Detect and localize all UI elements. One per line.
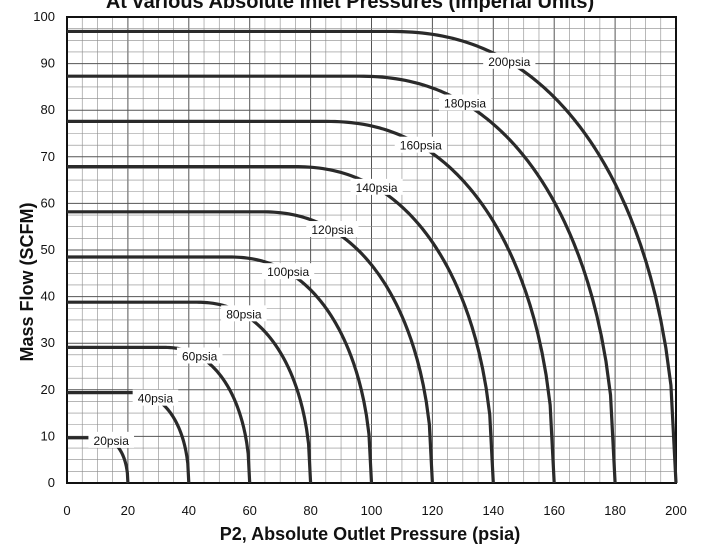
- curves: [65, 29, 678, 484]
- y-tick-label: 90: [41, 56, 55, 71]
- curve-label-bg: [483, 52, 536, 69]
- y-tick-label: 10: [41, 428, 55, 443]
- y-tick-label: 100: [33, 9, 55, 24]
- x-tick-label: 100: [361, 503, 383, 518]
- x-tick-label: 20: [121, 503, 135, 518]
- x-tick-label: 120: [422, 503, 444, 518]
- y-tick-label: 20: [41, 382, 55, 397]
- curve-label: 20psia: [94, 434, 130, 448]
- y-tick-label: 60: [41, 195, 55, 210]
- curve-120psia: [67, 210, 434, 484]
- x-tick-label: 80: [303, 503, 317, 518]
- curve-180psia: [67, 74, 617, 484]
- x-axis-label: P2, Absolute Outlet Pressure (psia): [220, 524, 520, 544]
- curve-label-bg: [132, 389, 179, 406]
- curve-60psia: [66, 345, 252, 484]
- y-axis-label: Mass Flow (SCFM): [17, 202, 37, 361]
- curve-label: 120psia: [311, 223, 353, 237]
- curve-label: 160psia: [400, 139, 442, 153]
- x-axis-ticks: 0 20 40 60 80 100 120 140 160 180 200: [63, 503, 686, 518]
- x-tick-label: 160: [543, 503, 565, 518]
- curve-label: 100psia: [267, 265, 309, 279]
- curve-label: 40psia: [138, 392, 174, 406]
- curve-40psia: [66, 391, 191, 484]
- x-tick-label: 40: [182, 503, 196, 518]
- y-tick-label: 50: [41, 242, 55, 257]
- y-axis-ticks: 0 10 20 30 40 50 60 70 80 90 100: [33, 9, 55, 490]
- curve-label-bg: [306, 221, 359, 238]
- curve-label: 180psia: [444, 97, 486, 111]
- curve-label-bg: [262, 263, 315, 280]
- curve-80psia: [67, 300, 313, 484]
- curve-labels: 20psia 40psia 60psia 80psia 100psia 120psia 14…: [88, 52, 536, 448]
- y-tick-label: 30: [41, 335, 55, 350]
- curve-140psia: [67, 164, 495, 484]
- y-tick-label: 0: [48, 475, 55, 490]
- curve-label-bg: [350, 178, 403, 195]
- x-tick-label: 0: [63, 503, 70, 518]
- curve-label: 80psia: [226, 307, 262, 321]
- x-tick-label: 60: [242, 503, 256, 518]
- curve-label-bg: [394, 136, 447, 153]
- curve-label: 200psia: [488, 55, 530, 69]
- y-tick-label: 70: [41, 149, 55, 164]
- y-tick-label: 40: [41, 289, 55, 304]
- chart-title: At various Absolute Inlet Pressures (Imp…: [106, 0, 594, 13]
- curve-label-bg: [176, 347, 223, 364]
- y-tick-label: 80: [41, 102, 55, 117]
- x-tick-label: 180: [604, 503, 626, 518]
- curve-160psia: [67, 119, 556, 484]
- x-tick-label: 200: [665, 503, 687, 518]
- curve-200psia: [67, 29, 678, 484]
- curve-label-bg: [221, 305, 267, 322]
- curve-100psia: [67, 255, 374, 484]
- x-tick-label: 140: [482, 503, 504, 518]
- curve-label: 140psia: [356, 181, 398, 195]
- curve-label-bg: [438, 94, 492, 111]
- curve-label-bg: [88, 431, 135, 448]
- curve-label: 60psia: [182, 350, 218, 364]
- grid: [66, 16, 677, 484]
